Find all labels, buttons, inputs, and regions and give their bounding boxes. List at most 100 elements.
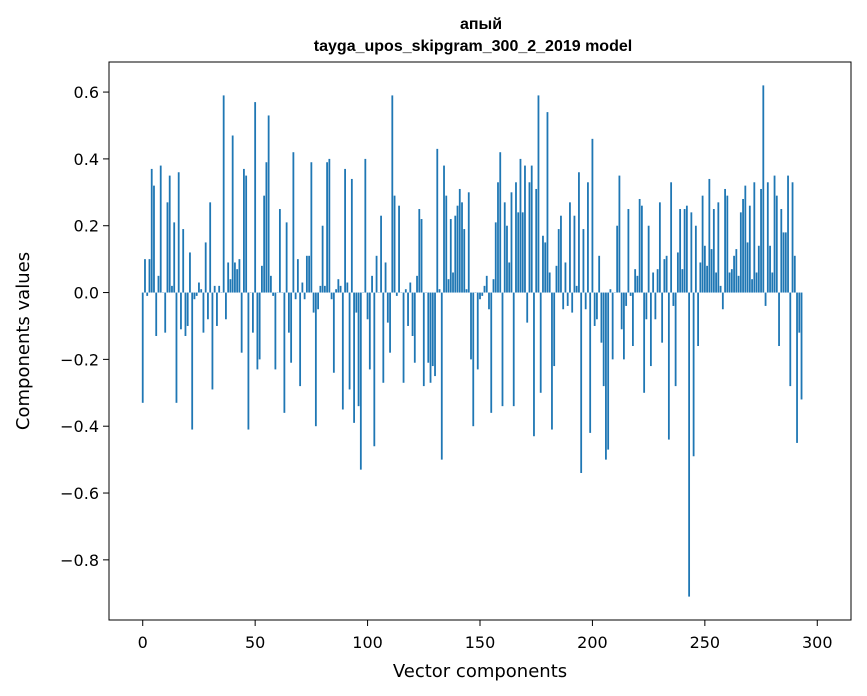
bar-287 xyxy=(787,175,789,293)
bar-186 xyxy=(560,215,562,293)
bar-41 xyxy=(234,262,236,293)
bar-11 xyxy=(166,202,169,293)
bar-85 xyxy=(332,292,335,373)
bar-10 xyxy=(164,292,167,333)
bar-225 xyxy=(647,225,650,293)
bar-223 xyxy=(643,292,646,393)
bar-97 xyxy=(359,292,362,470)
bar-242 xyxy=(685,205,688,293)
bar-184 xyxy=(555,265,558,293)
bar-219 xyxy=(634,269,637,293)
bar-216 xyxy=(627,209,630,293)
bar-114 xyxy=(398,205,400,293)
bar-119 xyxy=(409,282,412,293)
bar-164 xyxy=(510,192,513,293)
bar-141 xyxy=(458,188,461,293)
bar-100 xyxy=(366,292,369,320)
bar-107 xyxy=(382,292,385,383)
bar-208 xyxy=(609,289,612,293)
bar-138 xyxy=(452,272,454,293)
bar-204 xyxy=(600,292,603,343)
bar-236 xyxy=(672,292,675,306)
bar-155 xyxy=(490,292,493,413)
bar-161 xyxy=(503,202,506,293)
bar-235 xyxy=(670,182,673,293)
bar-189 xyxy=(566,292,569,306)
bar-179 xyxy=(544,242,547,293)
bar-27 xyxy=(202,292,205,333)
bar-81 xyxy=(323,285,326,293)
bar-43 xyxy=(238,259,241,293)
bar-182 xyxy=(551,292,553,430)
bar-288 xyxy=(789,292,792,387)
y-axis-ticks: 0.6 0.4 0.2 0.0 −0.2 −0.4 −0.6 −0.8 xyxy=(60,83,109,570)
bar-248 xyxy=(699,262,702,293)
bar-96 xyxy=(357,292,360,407)
bar-112 xyxy=(393,195,396,293)
bar-177 xyxy=(539,292,542,393)
bar-84 xyxy=(330,292,333,300)
bar-94 xyxy=(353,292,355,423)
bar-42 xyxy=(236,269,239,293)
bar-266 xyxy=(739,212,742,293)
bar-252 xyxy=(708,178,711,293)
bar-21 xyxy=(189,252,191,293)
bar-93 xyxy=(350,178,353,293)
bar-238 xyxy=(676,252,679,293)
bar-57 xyxy=(269,275,272,293)
bar-181 xyxy=(548,272,551,293)
x-tick-label-100: 100 xyxy=(352,633,383,652)
bar-69 xyxy=(296,259,299,293)
bar-250 xyxy=(703,245,706,293)
bar-87 xyxy=(337,279,340,293)
bar-231 xyxy=(661,292,664,343)
y-tick-label-1: 0.4 xyxy=(74,150,99,169)
bar-6 xyxy=(155,292,158,336)
bar-58 xyxy=(272,292,275,296)
bar-72 xyxy=(303,292,306,300)
bar-176 xyxy=(537,95,540,293)
bar-200 xyxy=(591,138,594,293)
bar-140 xyxy=(456,205,459,293)
bar-8 xyxy=(159,165,162,293)
bar-13 xyxy=(171,285,173,293)
bar-92 xyxy=(348,292,351,390)
bar-2 xyxy=(146,292,149,296)
bar-245 xyxy=(692,292,695,457)
x-tick-label-150: 150 xyxy=(465,633,496,652)
bar-89 xyxy=(341,292,344,410)
chart-title-line2: tayga_upos_skipgram_300_2_2019 model xyxy=(314,38,632,55)
bar-52 xyxy=(258,292,261,360)
bar-173 xyxy=(530,165,533,293)
bar-259 xyxy=(724,188,726,293)
bar-289 xyxy=(791,182,794,293)
bar-127 xyxy=(427,292,430,363)
bar-47 xyxy=(247,292,250,430)
bar-201 xyxy=(593,292,596,326)
bar-36 xyxy=(222,95,225,293)
bar-261 xyxy=(728,272,731,293)
bar-249 xyxy=(701,195,704,293)
y-tick-label-5: −0.4 xyxy=(60,417,99,436)
bar-74 xyxy=(308,255,311,293)
bar-168 xyxy=(519,158,522,293)
bar-150 xyxy=(479,292,481,300)
y-tick-label-7: −0.8 xyxy=(60,551,99,570)
bar-265 xyxy=(737,275,740,293)
bar-199 xyxy=(589,292,592,433)
bar-136 xyxy=(447,279,450,293)
bar-262 xyxy=(730,269,733,293)
bar-271 xyxy=(751,279,753,293)
bar-163 xyxy=(508,262,511,293)
bar-30 xyxy=(209,202,212,293)
y-tick-label-3: 0.0 xyxy=(74,284,99,303)
bar-56 xyxy=(267,115,270,293)
bar-28 xyxy=(204,242,207,293)
bar-53 xyxy=(261,265,263,293)
bar-215 xyxy=(625,292,628,306)
bar-194 xyxy=(578,172,580,293)
bar-291 xyxy=(796,292,798,443)
bar-187 xyxy=(562,292,565,310)
y-tick-label-2: 0.2 xyxy=(74,217,99,236)
